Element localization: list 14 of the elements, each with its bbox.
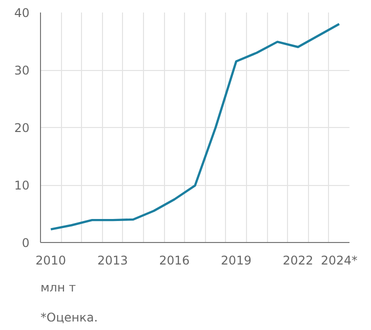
x-tick-label: 2024* [320, 254, 358, 268]
line-series [50, 22, 340, 230]
x-tick-label: 2019 [220, 254, 252, 268]
y-tick-label: 40 [14, 6, 30, 20]
y-tick-label: 30 [14, 64, 30, 78]
y-tick-label: 0 [22, 236, 30, 250]
x-tick-label: 2016 [159, 254, 190, 268]
text: млн т [40, 280, 76, 294]
y-tick-label: 10 [14, 178, 30, 192]
x-tick-label: 2022 [282, 254, 314, 268]
text: *Оценка. [40, 310, 98, 324]
x-tick-label: 2010 [36, 254, 66, 268]
x-tick-label: 2013 [97, 254, 128, 268]
y-tick-label: 20 [14, 121, 30, 135]
